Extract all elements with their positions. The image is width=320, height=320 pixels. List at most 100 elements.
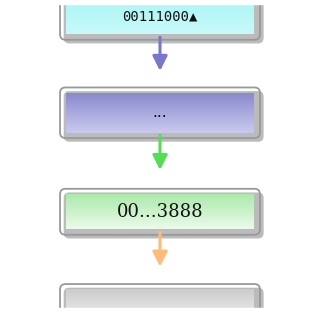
Bar	[66, 113, 254, 114]
Bar	[66, 10, 254, 11]
Bar	[66, 301, 254, 302]
Bar	[66, 316, 254, 317]
Bar	[66, 217, 254, 218]
Bar	[66, 21, 254, 22]
Bar	[66, 12, 254, 13]
Bar	[66, 302, 254, 303]
Bar	[66, 128, 254, 129]
Bar	[66, 298, 254, 299]
Bar	[66, 302, 254, 303]
Bar	[66, 16, 254, 17]
Bar	[66, 199, 254, 200]
Bar	[66, 30, 254, 31]
Bar	[66, 2, 254, 3]
Bar	[66, 130, 254, 131]
Bar	[66, 209, 254, 210]
Bar	[66, 296, 254, 297]
Bar	[66, 216, 254, 217]
Bar	[66, 99, 254, 100]
Bar	[66, 293, 254, 294]
FancyBboxPatch shape	[64, 288, 264, 320]
FancyBboxPatch shape	[64, 91, 264, 142]
Bar	[66, 200, 254, 201]
Bar	[66, 224, 254, 225]
Bar	[66, 298, 254, 299]
Bar	[66, 304, 254, 305]
Bar	[66, 309, 254, 310]
Bar	[66, 305, 254, 306]
Bar	[66, 203, 254, 204]
Bar	[66, 310, 254, 311]
Bar	[66, 4, 254, 5]
Bar	[66, 314, 254, 315]
Bar	[66, 294, 254, 295]
Bar	[66, 211, 254, 212]
Bar	[66, 119, 254, 120]
Bar	[66, 217, 254, 218]
Bar	[66, 202, 254, 203]
Bar	[66, 118, 254, 119]
Bar	[66, 1, 254, 2]
Bar	[66, 219, 254, 220]
Bar	[66, 124, 254, 125]
Bar	[66, 315, 254, 316]
Bar	[66, 313, 254, 314]
Bar	[66, 199, 254, 200]
Bar	[66, 227, 254, 228]
Bar	[66, 23, 254, 24]
Bar	[66, 24, 254, 25]
Bar	[66, 28, 254, 29]
Bar	[66, 18, 254, 19]
Bar	[66, 17, 254, 18]
Bar	[66, 95, 254, 96]
Bar	[66, 300, 254, 301]
Text: ...: ...	[153, 105, 167, 120]
Bar	[66, 221, 254, 222]
Bar	[66, 296, 254, 297]
Bar	[66, 30, 254, 31]
Bar	[66, 106, 254, 107]
Bar	[66, 128, 254, 129]
Text: 00...3888: 00...3888	[117, 203, 203, 221]
Bar	[66, 228, 254, 229]
Bar	[66, 125, 254, 126]
Bar	[66, 221, 254, 222]
Bar	[66, 130, 254, 131]
Bar	[66, 110, 254, 111]
Bar	[8, 0, 312, 4]
Bar	[66, 220, 254, 221]
Bar	[66, 5, 254, 6]
Bar	[66, 297, 254, 298]
Bar	[66, 112, 254, 113]
Bar	[66, 206, 254, 207]
Bar	[66, 8, 254, 9]
Bar	[66, 207, 254, 208]
Bar	[66, 12, 254, 13]
Bar	[66, 203, 254, 204]
Bar	[66, 13, 254, 14]
Bar	[66, 197, 254, 198]
Bar	[66, 117, 254, 118]
Bar	[66, 108, 254, 109]
Text: 00111000▲: 00111000▲	[122, 10, 198, 24]
Bar	[66, 307, 254, 308]
Bar	[66, 120, 254, 121]
Bar	[66, 123, 254, 124]
Bar	[66, 300, 254, 301]
Bar	[66, 7, 254, 8]
Bar	[66, 96, 254, 97]
Bar	[66, 97, 254, 98]
Bar	[66, 25, 254, 26]
Bar	[66, 15, 254, 16]
Bar	[66, 215, 254, 216]
Bar	[66, 210, 254, 211]
Bar	[66, 317, 254, 318]
Bar	[66, 218, 254, 219]
Bar	[66, 9, 254, 10]
Bar	[66, 112, 254, 113]
Bar	[66, 20, 254, 21]
Bar	[66, 204, 254, 205]
Bar	[66, 103, 254, 104]
Bar	[66, 297, 254, 298]
Bar	[66, 98, 254, 99]
